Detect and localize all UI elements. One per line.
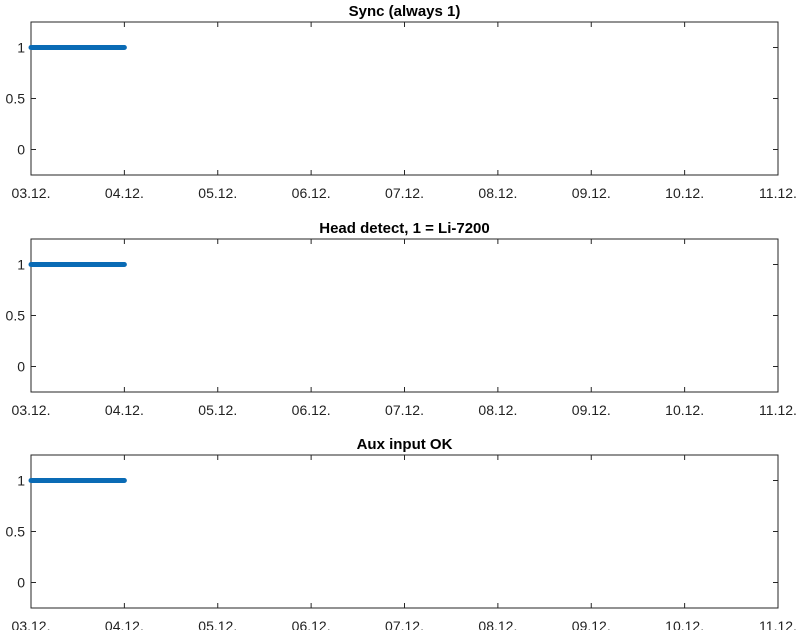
x-tick-label: 07.12. bbox=[385, 402, 424, 418]
x-tick-label: 08.12. bbox=[478, 618, 517, 630]
x-tick-label: 08.12. bbox=[478, 185, 517, 201]
panel-title: Aux input OK bbox=[357, 436, 453, 453]
x-tick-label: 09.12. bbox=[572, 185, 611, 201]
x-tick-label: 11.12. bbox=[759, 185, 797, 201]
x-tick-label: 05.12. bbox=[198, 185, 237, 201]
y-tick-label: 0 bbox=[17, 359, 25, 375]
x-tick-label: 10.12. bbox=[665, 402, 704, 418]
x-tick-label: 03.12. bbox=[12, 618, 51, 630]
x-tick-label: 06.12. bbox=[292, 185, 331, 201]
x-tick-label: 05.12. bbox=[198, 618, 237, 630]
y-tick-label: 1 bbox=[17, 257, 25, 273]
plot-frame bbox=[30, 454, 779, 609]
x-tick-label: 04.12. bbox=[105, 402, 144, 418]
y-tick-label: 0.5 bbox=[6, 308, 26, 324]
y-tick-label: 0.5 bbox=[6, 91, 26, 107]
x-tick-label: 11.12. bbox=[759, 618, 797, 630]
x-tick-label: 03.12. bbox=[12, 185, 51, 201]
x-tick-label: 10.12. bbox=[665, 185, 704, 201]
x-tick-label: 06.12. bbox=[292, 402, 331, 418]
x-tick-label: 08.12. bbox=[478, 402, 517, 418]
panel-title: Head detect, 1 = Li-7200 bbox=[319, 220, 490, 237]
x-tick-label: 07.12. bbox=[385, 618, 424, 630]
x-tick-label: 10.12. bbox=[665, 618, 704, 630]
x-tick-label: 09.12. bbox=[572, 618, 611, 630]
x-tick-label: 11.12. bbox=[759, 402, 797, 418]
plot-frame bbox=[30, 21, 779, 176]
x-tick-label: 09.12. bbox=[572, 402, 611, 418]
x-tick-label: 05.12. bbox=[198, 402, 237, 418]
y-tick-label: 0 bbox=[17, 142, 25, 158]
y-tick-label: 0.5 bbox=[6, 524, 26, 540]
x-tick-label: 07.12. bbox=[385, 185, 424, 201]
plot-frame bbox=[30, 238, 779, 393]
x-tick-label: 04.12. bbox=[105, 185, 144, 201]
x-tick-label: 03.12. bbox=[12, 402, 51, 418]
y-tick-label: 1 bbox=[17, 473, 25, 489]
x-tick-label: 06.12. bbox=[292, 618, 331, 630]
panel-title: Sync (always 1) bbox=[349, 3, 461, 20]
y-tick-label: 0 bbox=[17, 575, 25, 591]
y-tick-label: 1 bbox=[17, 40, 25, 56]
x-tick-label: 04.12. bbox=[105, 618, 144, 630]
